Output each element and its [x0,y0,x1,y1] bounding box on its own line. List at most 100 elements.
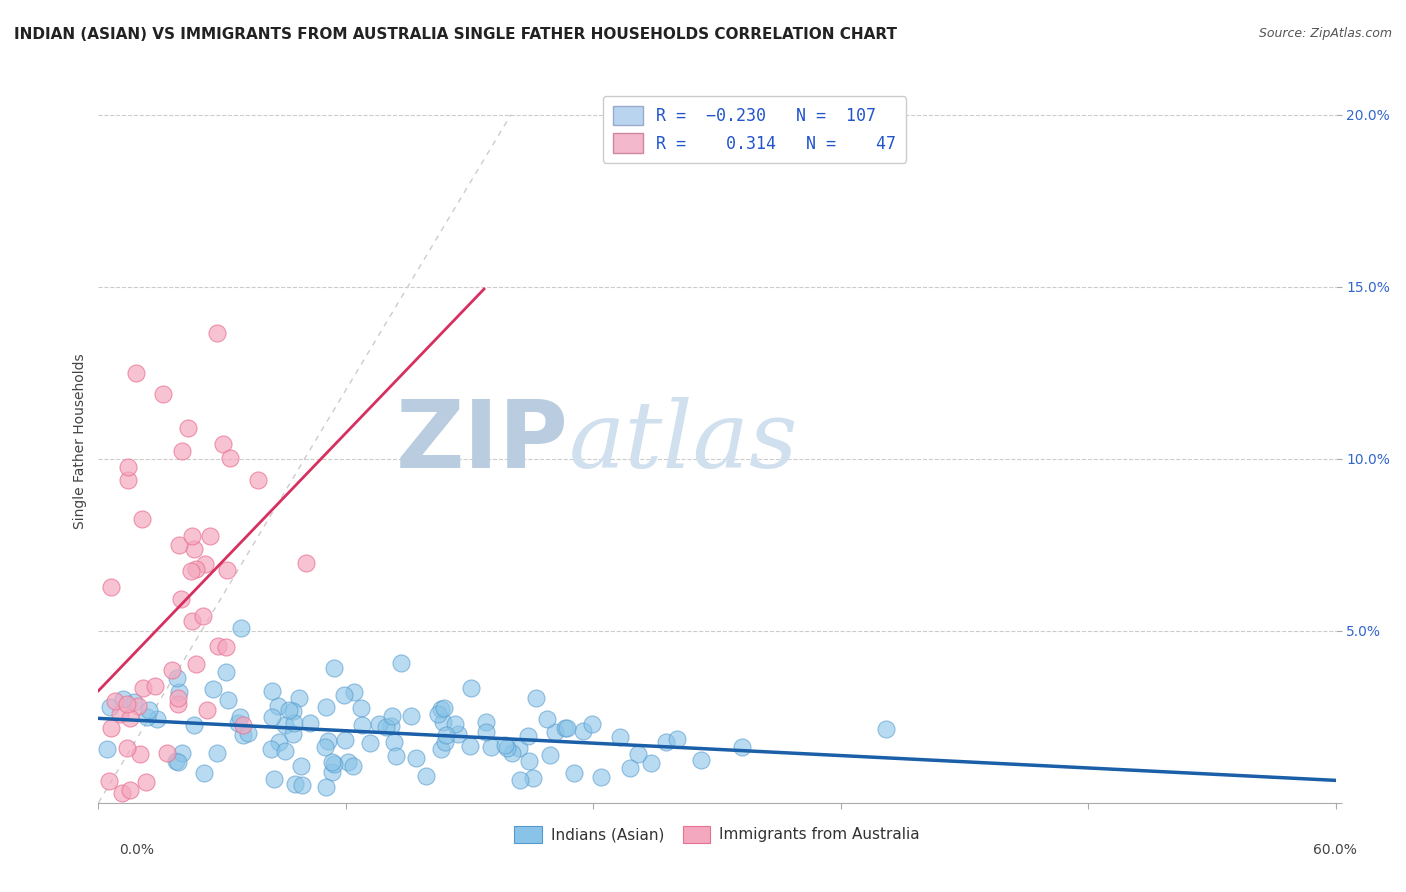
Point [167,685,190,699]
Point [136,710,159,724]
Point [554,721,576,735]
Point [218,693,240,707]
Point [118,782,141,797]
Point [415,769,437,783]
Point [238,726,260,740]
Point [315,700,337,714]
Point [96,741,118,756]
Point [475,725,498,739]
Point [350,700,373,714]
Text: INDIAN (ASIAN) VS IMMIGRANTS FROM AUSTRALIA SINGLE FATHER HOUSEHOLDS CORRELATION: INDIAN (ASIAN) VS IMMIGRANTS FROM AUSTRA… [14,27,897,42]
Point [315,780,337,794]
Point [117,460,139,475]
Point [690,753,713,767]
Point [619,761,641,775]
Point [177,421,200,435]
Point [260,742,283,756]
Point [295,556,318,570]
Point [135,775,157,789]
Point [555,721,578,735]
Point [536,712,558,726]
Point [433,735,456,749]
Point [195,703,218,717]
Point [125,367,148,381]
Point [166,671,188,685]
Point [184,562,207,576]
Point [281,727,304,741]
Point [166,755,188,769]
Point [517,729,540,743]
Point [350,718,373,732]
Point [501,746,523,760]
Point [117,473,139,487]
Point [444,716,467,731]
Point [100,580,122,594]
Point [323,660,346,674]
Point [290,759,312,773]
Text: Source: ZipAtlas.com: Source: ZipAtlas.com [1258,27,1392,40]
Point [609,730,631,744]
Point [146,712,169,726]
Point [180,564,202,578]
Point [321,764,343,779]
Point [343,685,366,699]
Point [626,747,648,762]
Point [184,657,207,671]
Point [118,711,141,725]
Point [165,755,187,769]
Point [589,770,612,784]
Point [205,746,228,760]
Point [405,750,427,764]
Point [299,715,322,730]
Text: 0.0%: 0.0% [120,843,155,857]
Point [100,699,122,714]
Point [474,714,496,729]
Point [212,437,235,451]
Point [267,735,290,749]
Point [262,709,284,723]
Point [875,722,897,736]
Point [562,766,585,780]
Point [111,691,134,706]
Point [155,746,177,760]
Point [654,735,676,749]
Point [288,690,311,705]
Point [430,742,453,756]
Point [152,387,174,401]
Point [111,786,134,800]
Y-axis label: Single Father Households: Single Father Households [73,354,87,529]
Point [314,739,336,754]
Point [229,621,252,635]
Point [218,450,240,465]
Point [381,709,404,723]
Point [127,699,149,714]
Text: atlas: atlas [568,397,799,486]
Point [122,696,145,710]
Point [214,665,236,679]
Point [143,679,166,693]
Point [131,512,153,526]
Point [399,708,422,723]
Point [496,740,519,755]
Point [201,682,224,697]
Point [138,703,160,717]
Point [246,473,269,487]
Point [342,758,364,772]
Point [215,563,238,577]
Point [132,681,155,695]
Point [172,747,194,761]
Point [460,681,482,696]
Point [167,697,190,711]
Point [180,529,202,543]
Point [427,706,450,721]
Point [283,716,305,731]
Point [278,703,301,717]
Point [316,734,339,748]
Point [572,724,595,739]
Point [374,720,396,734]
Point [167,690,190,705]
Point [274,744,297,758]
Point [104,694,127,708]
Point [581,717,603,731]
Point [517,755,540,769]
